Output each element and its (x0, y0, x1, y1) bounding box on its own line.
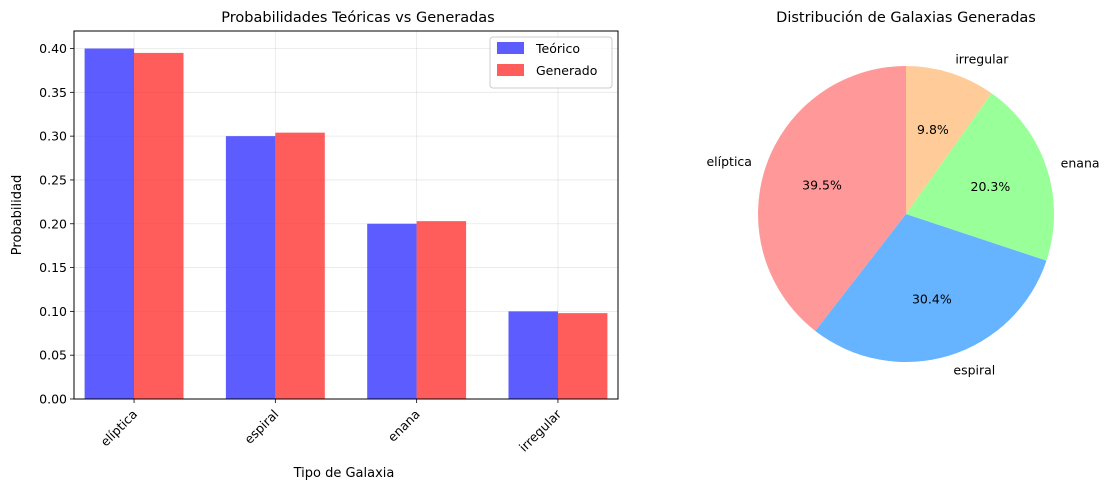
bar-x-ticks: elíptica espiral enana irregular (97, 399, 565, 455)
pie-pct-eliptica: 39.5% (802, 178, 842, 193)
y-tick-label: 0.15 (39, 260, 67, 275)
bar-x-axis-label: Tipo de Galaxia (293, 466, 395, 481)
legend-label-generado: Generado (536, 63, 597, 78)
x-tick-label: enana (385, 407, 423, 445)
pie-pct-irregular: 9.8% (917, 122, 949, 137)
pie-pct-enana: 20.3% (971, 179, 1011, 194)
pie-label-enana: enana (1061, 156, 1100, 171)
bar-y-axis-label: Probabilidad (10, 175, 25, 255)
bar-bars (84, 48, 608, 400)
y-tick-label: 0.35 (39, 85, 67, 100)
y-tick-label: 0.25 (39, 172, 67, 187)
bar-generado-eliptica (134, 52, 184, 400)
pie-labels: elíptica 39.5% espiral 30.4% enana 20.3% irreg… (706, 51, 1099, 377)
legend-label-teorico: Teórico (535, 41, 580, 56)
x-tick-label: irregular (516, 406, 565, 455)
pie-label-espiral: espiral (953, 362, 995, 377)
pie-pct-espiral: 30.4% (912, 291, 952, 306)
bar-teorico-espiral (225, 136, 276, 399)
legend-swatch-generado (497, 64, 524, 76)
bar-generado-irregular (557, 313, 608, 399)
pie-slice-eliptica (758, 66, 906, 331)
bar-teorico-eliptica (84, 48, 135, 400)
pie-slice-irregular (906, 66, 992, 214)
pie-slice-enana (906, 93, 1054, 261)
bar-chart: Probabilidades Teóricas vs Generadas 0.0… (10, 10, 619, 481)
bar-teorico-irregular (508, 311, 558, 399)
bar-chart-title: Probabilidades Teóricas vs Generadas (221, 10, 494, 26)
y-tick-label: 0.10 (39, 304, 67, 319)
x-tick-label: espiral (241, 407, 281, 447)
x-tick-label: elíptica (97, 407, 140, 450)
bar-generado-enana (416, 221, 467, 399)
pie-slice-espiral (815, 214, 1047, 362)
bar-legend: Teórico Generado (489, 36, 613, 89)
bar-y-ticks: 0.00 0.05 0.10 0.15 0.20 0.25 0.30 0.35 0.40 (39, 41, 74, 407)
pie-chart-title: Distribución de Galaxias Generadas (776, 10, 1036, 26)
legend-swatch-teorico (497, 42, 524, 54)
y-tick-label: 0.05 (39, 348, 67, 363)
y-tick-label: 0.40 (39, 41, 67, 56)
pie-chart: Distribución de Galaxias Generadas elípt… (706, 10, 1099, 377)
bar-teorico-enana (367, 223, 417, 399)
pie-label-irregular: irregular (955, 51, 1009, 66)
bar-generado-espiral (275, 132, 325, 399)
pie-label-eliptica: elíptica (706, 154, 751, 169)
pie-slices (758, 66, 1054, 362)
y-tick-label: 0.00 (39, 392, 67, 407)
bar-plot-frame (73, 30, 619, 400)
y-tick-label: 0.20 (39, 216, 67, 231)
y-tick-label: 0.30 (39, 129, 67, 144)
